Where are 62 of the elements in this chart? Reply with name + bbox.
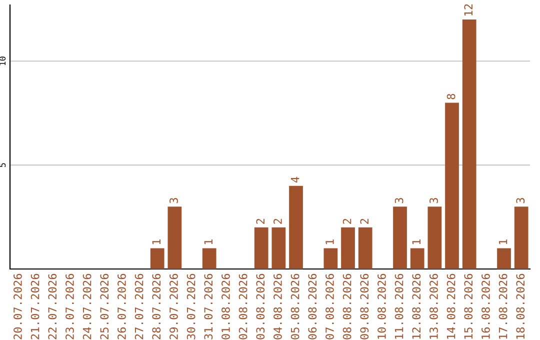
- x-tick-label: 12.08.2026: [412, 274, 421, 339]
- data-label: 1: [412, 240, 420, 244]
- data-label: 1: [326, 240, 334, 244]
- bar: [254, 227, 268, 269]
- x-tick-label: 06.08.2026: [308, 274, 317, 340]
- x-tick-label: 05.08.2026: [290, 274, 300, 340]
- data-label: 3: [516, 198, 525, 204]
- data-label: 3: [430, 198, 438, 204]
- x-tick-label: 30.07.2026: [186, 274, 196, 340]
- data-label: 8: [446, 94, 456, 100]
- x-tick-label: 29.07.2026: [170, 274, 178, 340]
- x-tick-label: 22.07.2026: [48, 274, 57, 340]
- bar: [462, 20, 476, 269]
- bar: [393, 206, 407, 269]
- x-tick-label: 13.08.2026: [430, 274, 438, 339]
- data-label: 2: [342, 218, 352, 224]
- bar: [445, 102, 459, 269]
- data-label: 1: [152, 240, 160, 244]
- data-label: 12: [464, 4, 472, 16]
- x-tick-label: 31.07.2026: [204, 274, 213, 340]
- data-label: 1: [204, 240, 212, 244]
- x-tick-label: 21.07.2026: [30, 274, 40, 340]
- x-tick-label: 26.07.2026: [118, 274, 126, 340]
- x-tick-label: 09.08.2026: [360, 274, 369, 340]
- x-tick-label: 27.07.2026: [134, 274, 144, 340]
- bar: [497, 248, 511, 269]
- x-tick-label: 08.08.2026: [342, 274, 352, 340]
- x-tick-label: 14.08.2026: [446, 274, 456, 339]
- x-tick-label: 24.07.2026: [82, 274, 92, 340]
- x-tick-label: 10.08.2026: [378, 274, 386, 339]
- data-label: 2: [360, 218, 368, 224]
- x-tick-label: 11.08.2026: [394, 274, 404, 339]
- bar: [289, 186, 303, 269]
- bar: [410, 248, 424, 269]
- x-tick-label: 02.08.2026: [238, 274, 248, 340]
- x-tick-label: 01.08.2026: [222, 274, 230, 340]
- data-label: 4: [290, 176, 300, 183]
- bar: [272, 227, 286, 269]
- x-tick-label: 20.07.2026: [14, 274, 22, 340]
- bar: [341, 227, 355, 269]
- x-tick-label: 17.08.2026: [498, 274, 508, 339]
- x-tick-label: 18.08.2026: [516, 274, 525, 339]
- x-tick-label: 04.08.2026: [274, 274, 282, 340]
- bar: [202, 248, 216, 269]
- x-tick-label: 03.08.2026: [256, 274, 265, 340]
- bar: [514, 206, 528, 269]
- bar: [324, 248, 338, 269]
- data-label: 3: [170, 198, 178, 204]
- x-tick-label: 28.07.2026: [152, 274, 161, 340]
- x-tick-label: 23.07.2026: [66, 274, 74, 340]
- bar: [428, 206, 442, 269]
- data-label: 1: [498, 240, 508, 244]
- data-label: 2: [274, 218, 282, 224]
- x-tick-label: 16.08.2026: [482, 274, 490, 339]
- bar: [150, 248, 164, 269]
- data-label: 2: [256, 218, 264, 224]
- x-tick-label: 25.07.2026: [100, 274, 109, 340]
- bar: [358, 227, 372, 269]
- x-tick-label: 07.08.2026: [326, 274, 334, 340]
- x-tick-label: 15.08.2026: [464, 274, 473, 339]
- data-label: 3: [394, 198, 404, 204]
- bar: [168, 206, 182, 269]
